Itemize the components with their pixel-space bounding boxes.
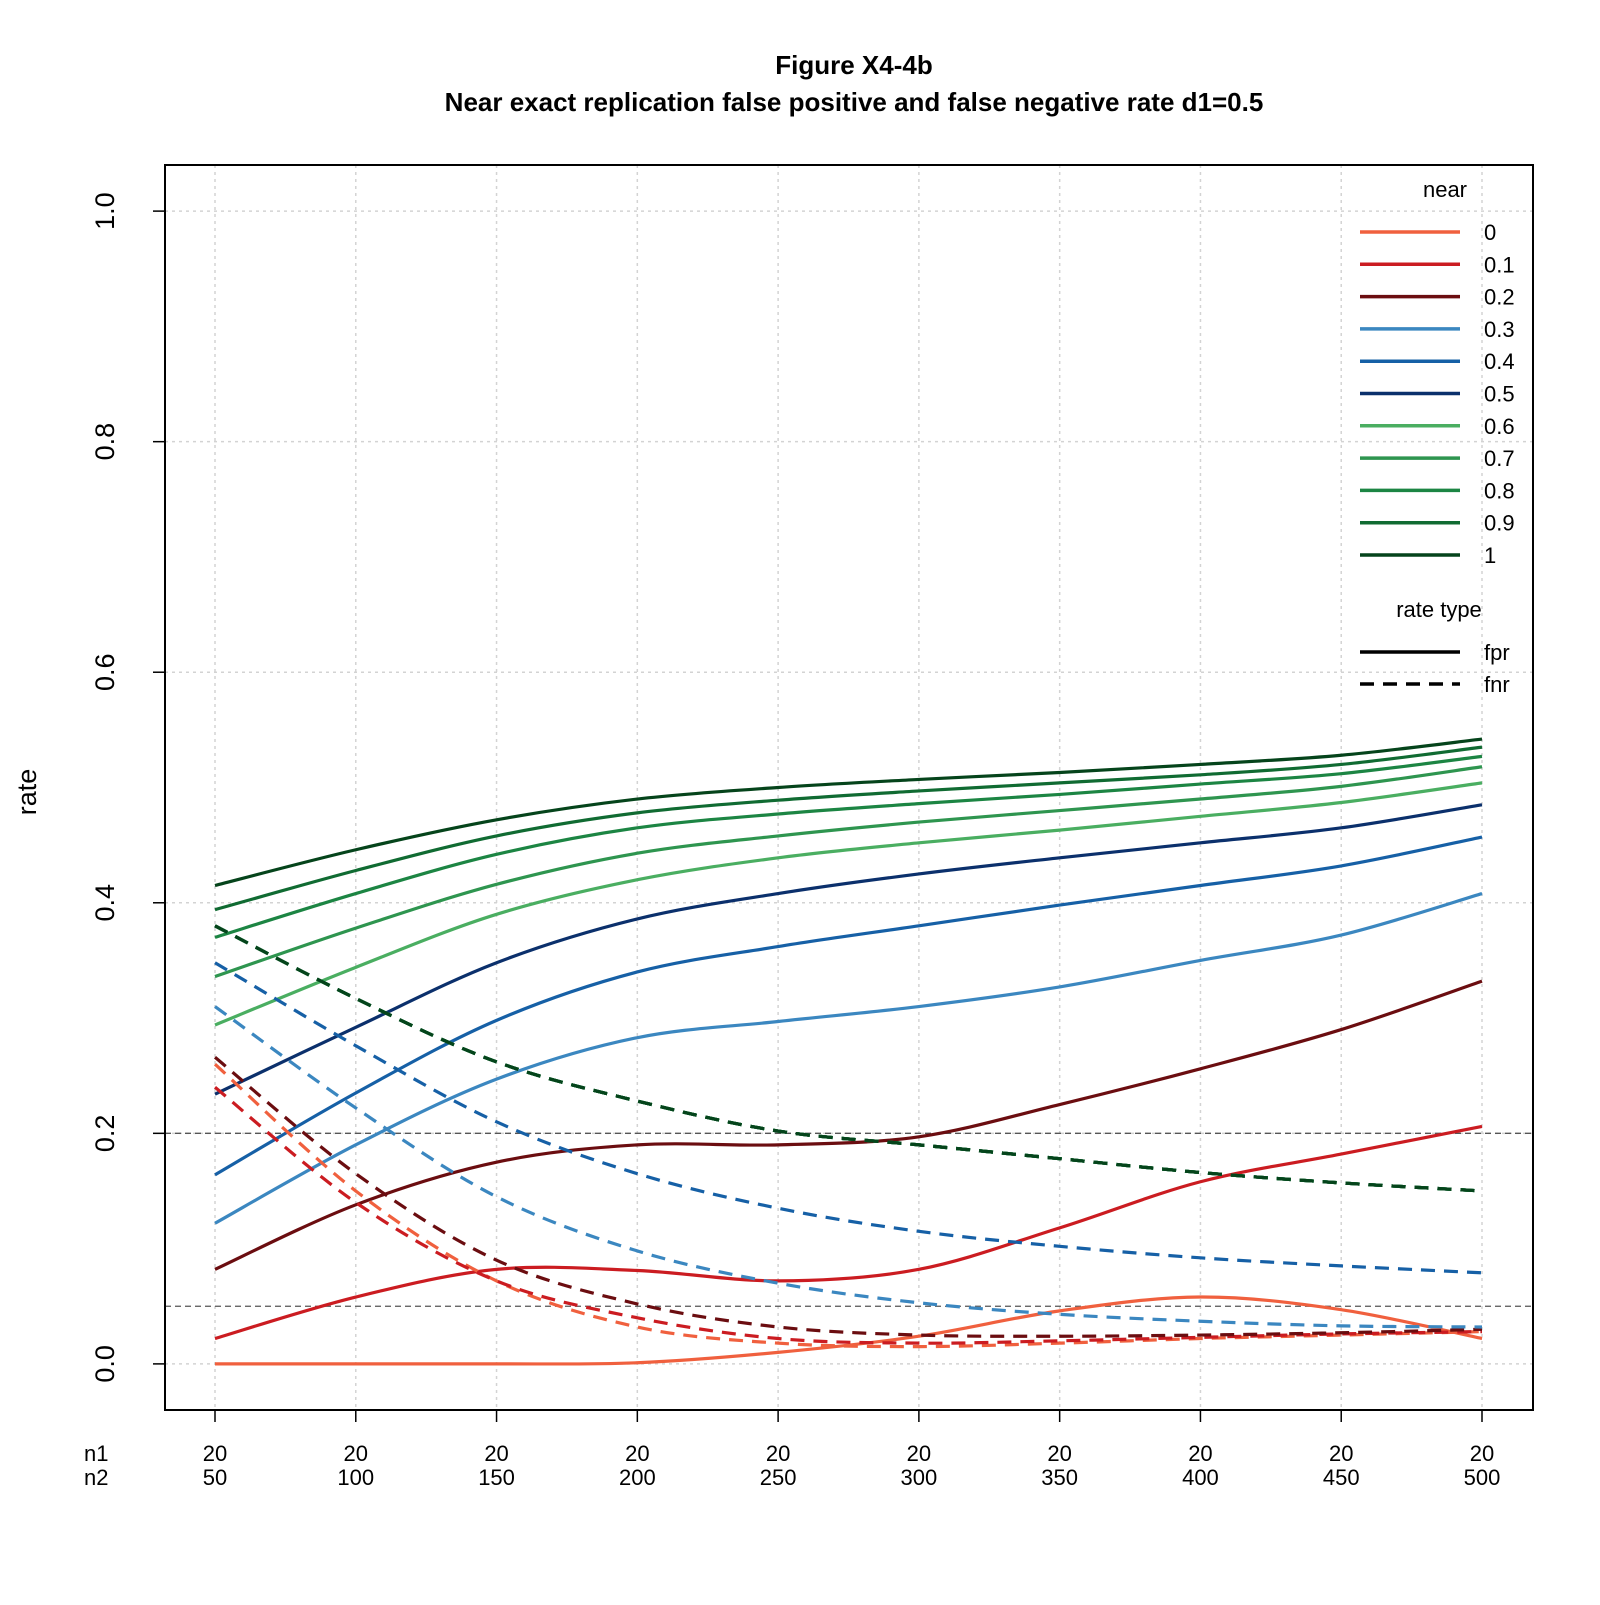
series-lines [213,737,1483,1366]
legend-title-rate-type: rate type [1396,597,1482,622]
x-tick-label-n2: 350 [1041,1465,1078,1490]
legend: near 0 0.1 0.2 0.3 0.4 0.5 0.6 0.7 0.8 0.9 1 rate ty… [1360,177,1515,697]
x-tick-label-n2: 200 [619,1465,656,1490]
axes: 0.00.20.40.60.81.02050201002015020200202… [90,192,1500,1490]
series-line-fnr-near-0-1 [213,1085,1483,1345]
x-tick-label-n2: 300 [901,1465,938,1490]
legend-label-near: 0.3 [1484,317,1515,342]
y-axis-label: rate [12,769,42,816]
plot-frame [164,164,1534,1411]
series-line-fnr-near-0-5 [214,924,1483,1193]
x-tick-label-n1: 20 [625,1441,649,1466]
series-line-fnr-near-0-4 [214,961,1483,1275]
x-tick-label-n2: 500 [1464,1465,1501,1490]
series-line-fnr-near-0-9 [214,924,1483,1193]
series-line-fpr-near-0-3 [214,892,1483,1225]
series-line-fpr-near-0-4 [214,835,1483,1177]
x-tick-label-n1: 20 [1188,1441,1212,1466]
series-line-fpr-near-0-6 [214,781,1483,1027]
series-line-fnr-near-0-3 [214,1005,1483,1329]
series-line-fpr-near-0 [214,1295,1483,1366]
y-tick-label: 1.0 [90,192,120,230]
x-tick-label-n1: 20 [1470,1441,1494,1466]
legend-label-near: 0.2 [1484,285,1515,310]
series-line-fpr-near-0-1 [214,1124,1483,1341]
x-row-label-n1: n1 [84,1441,108,1466]
legend-label-near: 0.5 [1484,382,1515,407]
series-line-fnr-near-0-7 [214,924,1483,1193]
series-line-fpr-near-0-2 [214,979,1483,1271]
series-line-fnr-near-1 [214,924,1483,1193]
y-tick-label: 0.4 [90,884,120,922]
x-tick-label-n1: 20 [907,1441,931,1466]
x-tick-label-n2: 250 [760,1465,797,1490]
x-tick-label-n2: 100 [337,1465,374,1490]
chart-subtitle: Near exact replication false positive an… [445,87,1264,117]
legend-label-near: 0.1 [1484,252,1515,277]
x-tick-label-n1: 20 [766,1441,790,1466]
y-tick-label: 0.6 [90,653,120,691]
series-line-fnr-near-0-8 [214,924,1483,1193]
legend-label-near: 0.7 [1484,446,1515,471]
x-tick-label-n1: 20 [484,1441,508,1466]
y-tick-label: 0.2 [90,1115,120,1153]
legend-label-rate: fpr [1484,640,1510,665]
x-tick-label-n2: 400 [1182,1465,1219,1490]
series-line-fnr-near-0-6 [214,924,1483,1193]
series-line-fpr-near-0-9 [214,745,1483,912]
x-tick-label-n1: 20 [344,1441,368,1466]
legend-label-near: 0.9 [1484,511,1515,536]
series-line-fpr-near-0-5 [214,803,1483,1096]
x-tick-label-n2: 50 [203,1465,227,1490]
x-row-label-n2: n2 [84,1465,108,1490]
legend-label-rate: fnr [1484,672,1510,697]
series-line-fnr-near-0-2 [213,1056,1483,1338]
legend-label-near: 0.8 [1484,478,1515,503]
x-tick-label-n1: 20 [1047,1441,1071,1466]
y-tick-label: 0.8 [90,423,120,461]
series-line-fpr-near-0-8 [214,754,1483,939]
x-tick-label-n1: 20 [203,1441,227,1466]
series-line-fpr-near-0-7 [214,765,1483,979]
legend-title-near: near [1423,177,1467,202]
legend-label-near: 1 [1484,543,1496,568]
x-tick-label-n2: 150 [478,1465,515,1490]
legend-label-near: 0 [1484,220,1496,245]
legend-label-near: 0.4 [1484,349,1515,374]
chart-title: Figure X4-4b [775,50,932,80]
y-tick-label: 0.0 [90,1345,120,1383]
legend-label-near: 0.6 [1484,414,1515,439]
x-tick-label-n1: 20 [1329,1441,1353,1466]
x-tick-label-n2: 450 [1323,1465,1360,1490]
grid [165,165,1533,1410]
series-line-fpr-near-1 [214,737,1483,888]
